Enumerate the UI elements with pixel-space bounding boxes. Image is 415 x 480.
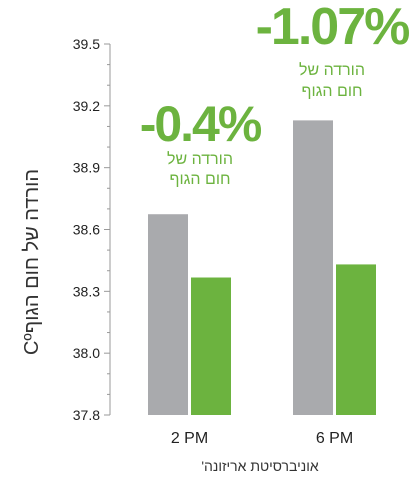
y-tick-label: 38.9 [73,160,100,176]
y-tick-label: 38.3 [73,283,100,299]
annotation-line2: חום הגוף [301,83,362,100]
x-category-label: 6 PM [316,430,353,447]
annotation-line1: הורדה של [167,150,233,168]
axis-layer [104,43,111,416]
bar [336,264,376,415]
annotation-percent: -0.4% [140,96,262,152]
bar [293,120,333,415]
footer-credit: אוניברסיטת אריזונה' [201,458,318,474]
annotation-line2: חום הגוף [169,171,230,188]
y-tick-label: 38.6 [73,222,100,238]
x-category-label: 2 PM [171,430,208,447]
bar [148,214,188,415]
y-tick-label: 39.5 [73,36,100,52]
annotation-percent: -1.07% [256,0,410,56]
y-axis-label: הורדה של חום הגוףCº [21,169,43,355]
bar-layer [148,120,376,415]
y-tick-label: 39.2 [73,98,100,114]
y-tick-label: 38.0 [73,345,100,361]
y-tick-label: 37.8 [73,407,100,423]
bar [191,277,231,415]
label-layer: 37.8 38.0 38.3 38.6 38.9 39.2 39.5 2 PM 6 PM [73,36,353,447]
annotation-line1: הורדה של [299,61,365,79]
